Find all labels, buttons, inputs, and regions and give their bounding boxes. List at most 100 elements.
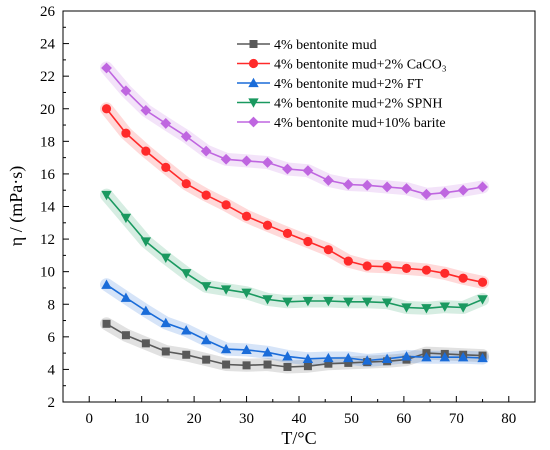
data-point — [120, 292, 132, 302]
data-point — [121, 331, 130, 340]
data-point — [439, 187, 451, 199]
data-point — [141, 339, 150, 348]
y-tick-label: 24 — [40, 37, 56, 53]
data-point — [324, 359, 333, 368]
data-point — [200, 334, 212, 345]
y-tick-label: 20 — [40, 102, 55, 118]
data-point — [477, 352, 488, 363]
data-point — [303, 236, 313, 247]
data-point — [120, 85, 132, 97]
data-point — [322, 175, 334, 186]
data-point — [458, 273, 468, 283]
data-point — [343, 297, 354, 308]
data-point — [182, 350, 191, 359]
data-point — [401, 351, 412, 361]
legend-marker — [248, 58, 259, 69]
legend-entry: 4% bentonite mud+10% barite — [237, 116, 446, 131]
data-point — [161, 347, 170, 356]
x-tick-label: 60 — [396, 411, 411, 427]
data-point — [440, 268, 450, 278]
legend: 4% bentonite mud 4% bentonite mud+2% CaCO… — [237, 38, 447, 131]
legend-label: 4% bentonite mud — [274, 38, 377, 53]
data-point — [140, 305, 152, 315]
x-tick-label: 70 — [449, 411, 464, 427]
data-point — [381, 181, 393, 193]
data-point — [120, 213, 132, 224]
data-point — [282, 163, 293, 175]
data-point — [361, 297, 373, 308]
legend-marker — [248, 98, 259, 108]
legend-marker — [249, 40, 258, 48]
series-line — [105, 194, 483, 310]
data-point — [381, 298, 393, 308]
x-tick-label: 20 — [187, 411, 202, 427]
data-point — [221, 200, 231, 210]
data-point — [101, 62, 112, 74]
x-tick-label: 30 — [239, 411, 254, 427]
data-point — [160, 317, 171, 328]
data-point — [362, 261, 372, 271]
data-point — [181, 269, 192, 279]
y-tick-label: 6 — [48, 330, 56, 346]
y-tick-label: 12 — [40, 232, 55, 248]
legend-marker — [248, 116, 259, 128]
data-point — [401, 303, 412, 313]
y-tick-label: 2 — [48, 395, 56, 411]
series-band — [100, 188, 490, 315]
series-markers — [101, 62, 488, 371]
data-point — [323, 352, 334, 363]
data-point — [381, 353, 393, 363]
data-point — [342, 179, 354, 190]
data-point — [220, 343, 232, 354]
data-point — [181, 325, 192, 335]
legend-entry: 4% bentonite mud — [237, 38, 377, 53]
data-point — [302, 296, 314, 307]
x-tick-label: 10 — [134, 411, 149, 427]
legend-entry: 4% bentonite mud+2% CaCO₃ — [237, 58, 447, 73]
y-tick-label: 14 — [40, 200, 56, 216]
data-point — [282, 228, 293, 238]
data-point — [201, 190, 211, 200]
data-point — [421, 351, 432, 362]
data-point — [101, 190, 112, 201]
data-point — [262, 157, 273, 168]
y-tick-label: 22 — [40, 69, 55, 85]
data-point — [263, 360, 272, 369]
data-point — [220, 285, 232, 295]
data-point — [477, 295, 488, 305]
x-tick-label: 80 — [501, 411, 516, 427]
data-point — [457, 303, 469, 313]
data-point — [160, 118, 172, 129]
data-point — [343, 352, 354, 363]
data-point — [262, 347, 273, 357]
data-point — [220, 153, 232, 165]
data-point — [421, 188, 432, 200]
data-point — [140, 104, 152, 116]
data-point — [401, 183, 412, 194]
y-axis-label: η / (mPa·s) — [6, 166, 27, 246]
data-point — [102, 319, 111, 328]
legend-label: 4% bentonite mud+2% CaCO₃ — [274, 58, 447, 73]
data-point — [200, 145, 212, 157]
data-point — [241, 211, 252, 221]
data-point — [361, 355, 373, 365]
data-point — [477, 277, 488, 287]
data-point — [283, 362, 292, 371]
data-point — [421, 265, 432, 275]
legend-entry: 4% bentonite mud+2% SPNH — [237, 97, 443, 112]
data-point — [382, 262, 392, 272]
legend-label: 4% bentonite mud+2% SPNH — [274, 97, 443, 112]
data-point — [241, 155, 252, 167]
legend-entry: 4% bentonite mud+2% FT — [237, 77, 423, 92]
data-point — [241, 288, 252, 299]
data-point — [262, 295, 273, 305]
data-point — [282, 351, 293, 361]
x-axis-ticks: 0 10 20 30 40 50 60 70 80 — [62, 396, 536, 427]
x-tick-label: 40 — [292, 411, 307, 427]
data-point — [242, 361, 251, 370]
data-point — [302, 353, 314, 363]
data-point — [323, 296, 334, 307]
data-point — [181, 179, 191, 189]
x-axis-label: T/°C — [281, 428, 316, 448]
